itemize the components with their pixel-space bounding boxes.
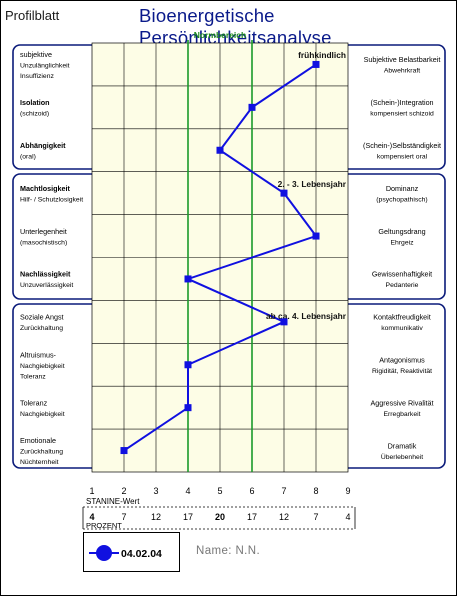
group-label-3: ab ca. 4. Lebensjahr: [266, 311, 347, 321]
row-label-right: Aggressive Rivalität: [370, 398, 433, 407]
x-tick-label: 3: [153, 486, 158, 496]
legend: [83, 532, 180, 572]
percent-value: 7: [313, 512, 318, 522]
x-tick-label: 8: [313, 486, 318, 496]
row-label-left: Soziale Angst: [20, 313, 64, 322]
row-label-right: Subjektive Belastbarkeit: [364, 55, 441, 64]
row-label-left: Unzulänglichkeit: [20, 62, 70, 69]
data-point: [312, 60, 320, 68]
row-label-left: Altruismus-: [20, 350, 57, 359]
row-label-right: Antagonismus: [379, 356, 425, 365]
data-point: [248, 103, 256, 111]
row-label-right: Rigidität, Reaktivität: [372, 368, 432, 375]
data-point: [216, 146, 224, 154]
sheet-label: Profilblatt: [5, 8, 60, 23]
data-point: [120, 447, 128, 455]
legend-series-name: 04.02.04: [121, 548, 162, 560]
row-label-left: Abhängigkeit: [20, 141, 66, 150]
row-label-right: Dramatik: [388, 441, 417, 450]
group-label-1: frühkindlich: [298, 50, 346, 60]
group-label-2: 2. - 3. Lebensjahr: [278, 179, 347, 189]
data-point: [184, 275, 192, 283]
row-label-right: kompensiert schizoid: [370, 111, 434, 118]
row-label-right: Überlebenheit: [381, 453, 423, 461]
x-tick-label: 4: [185, 486, 190, 496]
row-label-left: Toleranz: [20, 373, 46, 380]
percent-value: 4: [89, 512, 94, 522]
row-label-left: Isolation: [20, 98, 50, 107]
row-label-left: (schizoid): [20, 111, 49, 118]
percent-value: 4: [345, 512, 350, 522]
row-label-left: Zurückhaltung: [20, 325, 63, 332]
row-label-right: (Schein-)Selbständigkeit: [363, 141, 441, 150]
row-label-left: Machtlosigkeit: [20, 184, 71, 193]
row-label-left: Nachgiebigkeit: [20, 411, 65, 418]
row-label-right: Ehrgeiz: [390, 239, 414, 246]
row-label-left: Nüchternheit: [20, 459, 59, 466]
row-label-right: Pedanterie: [386, 282, 419, 289]
row-label-left: Zurückhaltung: [20, 449, 63, 456]
x-axis-label: STANINE-Wert: [86, 497, 140, 506]
row-label-left: Unzuverlässigkeit: [20, 282, 73, 289]
row-label-right: Erregbarkeit: [383, 411, 420, 418]
person-name: Name: N.N.: [196, 545, 261, 557]
data-point: [312, 232, 320, 240]
row-label-right: kommunikativ: [381, 325, 423, 332]
series-line: [123, 63, 318, 452]
row-label-left: Toleranz: [20, 398, 48, 407]
row-label-left: (masochistisch): [20, 239, 67, 246]
data-point: [280, 189, 288, 197]
data-point: [184, 361, 192, 369]
row-label-right: Gewissenhaftigkeit: [372, 270, 432, 279]
percent-value: 12: [279, 512, 289, 522]
percent-label: PROZENT: [86, 521, 122, 530]
row-label-left: Insuffizienz: [20, 73, 54, 80]
x-tick-label: 1: [89, 486, 94, 496]
x-tick-label: 9: [345, 486, 350, 496]
row-label-right: Geltungsdrang: [378, 227, 425, 236]
legend-marker: [96, 545, 112, 561]
row-label-left: Hilf- / Schutzlosigkeit: [20, 196, 83, 203]
row-label-right: (psychopathisch): [376, 196, 427, 203]
percent-value: 7: [121, 512, 126, 522]
percent-value: 20: [215, 512, 225, 522]
row-label-left: Emotionale: [20, 436, 56, 445]
row-label-right: kompensiert oral: [377, 154, 428, 161]
row-label-left: (oral): [20, 154, 36, 161]
x-tick-label: 5: [217, 486, 222, 496]
percent-value: 12: [151, 512, 161, 522]
percent-value: 17: [247, 512, 257, 522]
norm-label: Normbereich: [194, 30, 246, 40]
row-label-right: Dominanz: [386, 184, 419, 193]
x-tick-label: 7: [281, 486, 286, 496]
row-label-right: (Schein-)Integration: [370, 98, 433, 107]
data-point: [184, 404, 192, 412]
row-label-left: Nachlässigkeit: [20, 270, 71, 279]
x-tick-label: 6: [249, 486, 254, 496]
row-label-left: Nachgiebigkeit: [20, 363, 65, 370]
row-label-right: Kontaktfreudigkeit: [373, 313, 431, 322]
row-label-left: Unterlegenheit: [20, 227, 67, 236]
percent-value: 17: [183, 512, 193, 522]
row-label-left: subjektive: [20, 50, 52, 59]
x-tick-label: 2: [121, 486, 126, 496]
row-label-right: Abwehrkraft: [384, 68, 420, 75]
data-point: [280, 318, 288, 326]
